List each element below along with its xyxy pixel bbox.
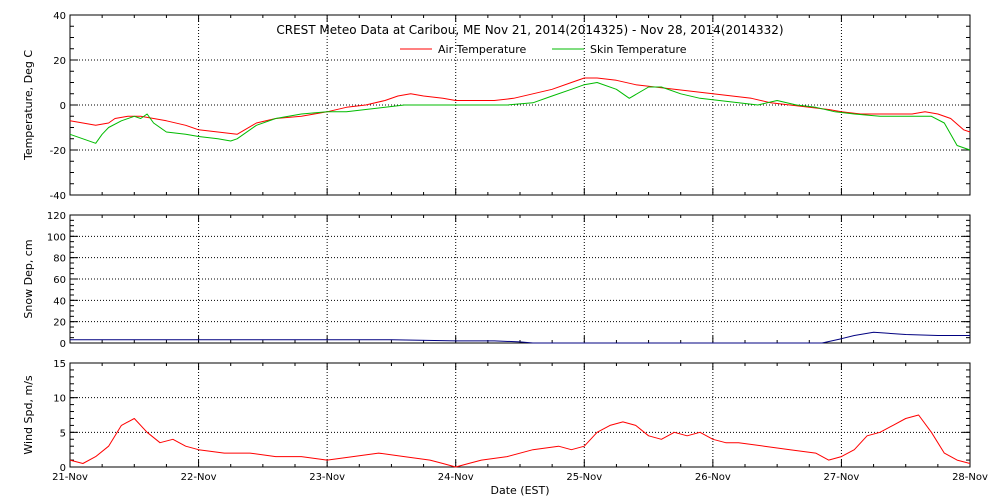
x-tick-label: 28-Nov [952,472,988,483]
y-tick-label: -20 [50,146,66,157]
legend-skin-label: Skin Temperature [590,43,687,56]
y-tick-label: 15 [53,359,66,370]
y-tick-label: -40 [50,191,66,202]
y-tick-label: 40 [53,11,66,22]
x-tick-label: 26-Nov [695,472,731,483]
plot-frame [69,362,971,468]
x-tick-label: 25-Nov [566,472,602,483]
legend-air-label: Air Temperature [438,43,527,56]
y-tick-label: 0 [60,339,66,350]
y-tick-label: 40 [53,296,66,307]
y-tick-label: 20 [53,318,66,329]
y-tick-label: 80 [53,254,66,265]
snow-depth-panel: 120 100 80 60 40 20 0 Snow Dep, cm [22,211,971,350]
legend: Air Temperature Skin Temperature [400,43,687,56]
y-tick-label: 10 [53,394,66,405]
x-tick-label: 24-Nov [438,472,474,483]
y-axis-title: Temperature, Deg C [22,50,35,161]
y-axis-title: Wind Spd, m/s [22,375,35,455]
series-line-2-0 [69,414,971,468]
chart-title: CREST Meteo Data at Caribou, ME Nov 21, … [276,23,783,37]
y-tick-label: 100 [47,232,66,243]
y-tick-label: 60 [53,275,66,286]
x-tick-label: 22-Nov [181,472,217,483]
y-tick-label: 120 [47,211,66,222]
x-tick-label: 23-Nov [309,472,345,483]
x-axis-title: Date (EST) [490,484,549,497]
y-axis-title: Snow Dep, cm [22,239,35,318]
y-tick-label: 0 [60,101,66,112]
series-line-0-0 [69,77,971,135]
x-tick-label: 21-Nov [52,472,88,483]
series-line-0-1 [69,82,971,151]
temperature-panel: 40 20 0 -20 -40 Temperature, Deg C [22,11,971,202]
x-tick-label: 27-Nov [823,472,859,483]
y-tick-label: 0 [60,463,66,474]
wind-speed-panel: 15 10 5 0 Wind Spd, m/s 21-Nov 22-Nov 23-Nov 24-… [22,359,988,483]
series-line-1-0 [70,331,970,344]
y-tick-label: 5 [60,428,66,439]
y-tick-label: 20 [53,56,66,67]
